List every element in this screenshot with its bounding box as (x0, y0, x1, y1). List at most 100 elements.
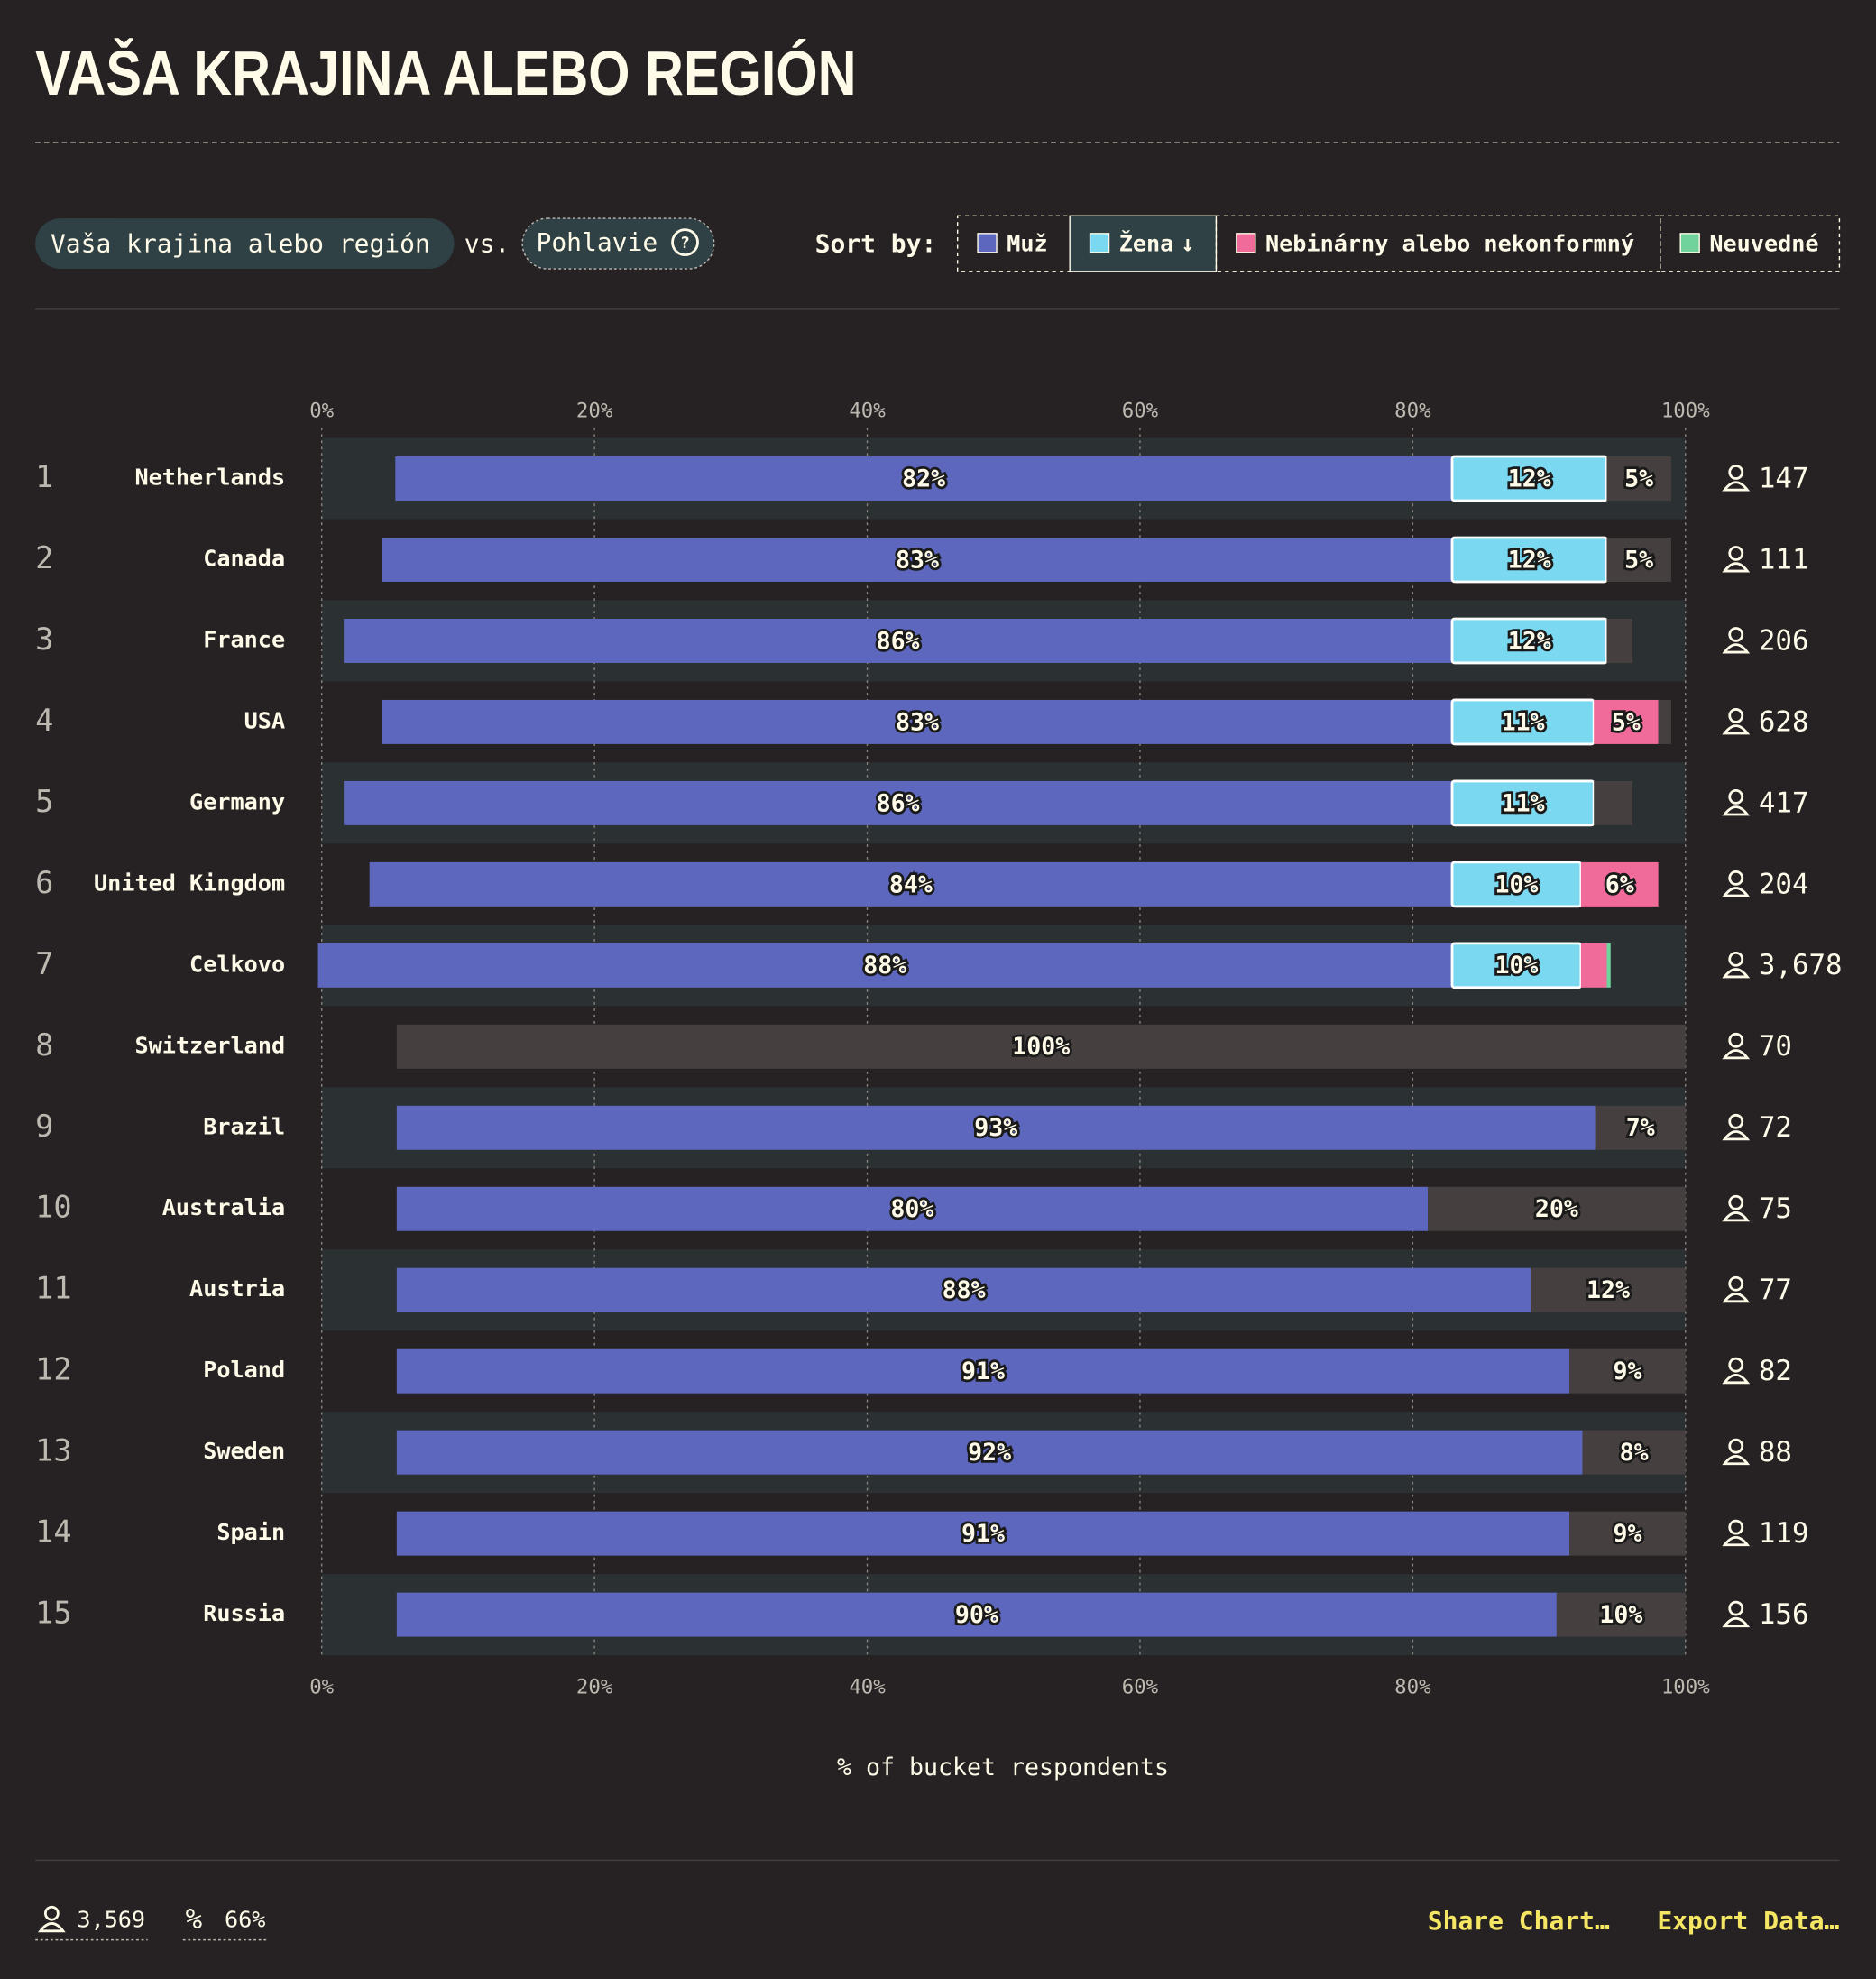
field-b-pill[interactable] (521, 217, 715, 270)
legend-swatch (977, 233, 998, 253)
category-label: France (203, 626, 285, 652)
data-label: 88% (863, 952, 906, 980)
bar-segment (1606, 943, 1611, 988)
respondent-count: 628 (1759, 705, 1809, 738)
bar-segment (1595, 1105, 1686, 1150)
person-head (1728, 708, 1744, 723)
person-head (1728, 1194, 1744, 1210)
x-tick-label: 20% (576, 400, 613, 423)
bar-segment (1582, 1430, 1686, 1475)
rank: 10 (35, 1190, 71, 1225)
data-label: 93% (974, 1114, 1017, 1142)
rank: 7 (35, 946, 53, 981)
respondent-count: 147 (1759, 462, 1809, 494)
bar-segment (396, 1267, 1531, 1312)
bar-segment (317, 943, 1453, 988)
data-label: 83% (896, 546, 939, 574)
person-icon (1722, 546, 1751, 573)
rank: 4 (35, 703, 53, 738)
bar-segment (344, 780, 1453, 825)
person-icon (1722, 1519, 1751, 1547)
person-body (1722, 1374, 1751, 1385)
data-label: 88% (943, 1276, 986, 1304)
category-label: Austria (189, 1275, 285, 1302)
share-percent: 66% (225, 1907, 265, 1933)
person-body (1722, 562, 1751, 573)
person-icon (1722, 1194, 1751, 1222)
data-label: 92% (968, 1439, 1011, 1467)
data-label: 86% (877, 627, 920, 655)
rank: 5 (35, 784, 53, 819)
bar-segment (1569, 1511, 1686, 1556)
legend-item[interactable] (1660, 215, 1841, 272)
category-label: United Kingdom (94, 870, 285, 896)
person-head (1728, 1113, 1744, 1129)
bar-segment (1580, 943, 1607, 988)
person-head (1728, 546, 1744, 561)
person-body (1722, 805, 1751, 816)
field-b[interactable]: Pohlavie (536, 227, 658, 257)
data-label: 8% (1620, 1439, 1649, 1467)
bar-segment (369, 861, 1453, 907)
respondents: 3,569 (77, 1907, 145, 1933)
help-icon[interactable] (671, 228, 699, 257)
category-label: Switzerland (134, 1032, 285, 1058)
field-a[interactable]: Vaša krajina alebo región (51, 228, 430, 258)
data-label: 5% (1624, 546, 1653, 574)
data-label: 83% (896, 708, 939, 736)
bar-segment (396, 1105, 1596, 1150)
person-head (1728, 1032, 1744, 1048)
rank: 13 (35, 1433, 71, 1468)
legend: Muž Žena ↓ Nebinárny alebo nekonformný Neuve… (956, 215, 1841, 272)
person-body (1722, 724, 1751, 735)
sort-indicator: ↓ (1181, 230, 1194, 256)
legend-swatch (1089, 233, 1110, 253)
person-icon (1722, 1275, 1751, 1303)
data-label: 12% (1508, 627, 1551, 655)
data-label: 9% (1613, 1520, 1642, 1548)
person-body (1722, 1535, 1751, 1547)
person-icon (1722, 1032, 1751, 1060)
data-label: 5% (1612, 708, 1641, 736)
x-tick-label: 80% (1394, 400, 1431, 423)
category-label: Celkovo (189, 951, 285, 977)
category-label: Spain (216, 1519, 285, 1545)
respondent-count: 77 (1759, 1274, 1792, 1306)
bar-segment (1450, 779, 1596, 827)
share-chart[interactable]: Share Chart… (1428, 1906, 1610, 1936)
respondent-count: 206 (1759, 624, 1809, 657)
person-head (1728, 1600, 1744, 1616)
rank: 14 (35, 1514, 71, 1550)
respondent-count: 119 (1759, 1517, 1809, 1550)
bar-segment (1531, 1267, 1686, 1312)
person-icon (1722, 1357, 1751, 1385)
legend-label: Neuvedné (1709, 230, 1818, 256)
percent-icon: % (186, 1903, 203, 1936)
person-body (1722, 887, 1751, 897)
respondent-count: 88 (1759, 1436, 1792, 1468)
bar-segment (396, 1511, 1570, 1556)
data-label: 5% (1624, 465, 1653, 492)
person-body (1722, 1454, 1751, 1466)
respondent-count: 75 (1759, 1192, 1792, 1225)
data-label: 80% (890, 1195, 933, 1223)
x-tick-label: 0% (309, 400, 334, 423)
respondents-icon (37, 1905, 66, 1933)
bar-segment (1580, 861, 1659, 907)
category-label: Australia (162, 1194, 285, 1220)
export-data[interactable]: Export Data… (1657, 1906, 1839, 1936)
person-body (1722, 1049, 1751, 1060)
legend-label: Nebinárny alebo nekonformný (1265, 230, 1634, 256)
plot: 0% 0% 20% 20% 40% 40% 60% 60% 80% 80% 100% 100% 1 Net… (35, 400, 1842, 1699)
bar-segment (396, 1186, 1428, 1231)
field-a-pill[interactable] (35, 218, 455, 270)
data-label: 100% (1012, 1033, 1070, 1061)
data-label: 12% (1508, 465, 1551, 492)
bar-segment (1427, 1186, 1686, 1231)
bar-segment (1594, 780, 1633, 825)
person-head (1728, 870, 1744, 886)
category-label: Poland (203, 1357, 285, 1383)
legend-label: Žena (1119, 230, 1174, 256)
data-label: 12% (1586, 1276, 1630, 1304)
rank: 3 (35, 621, 53, 657)
